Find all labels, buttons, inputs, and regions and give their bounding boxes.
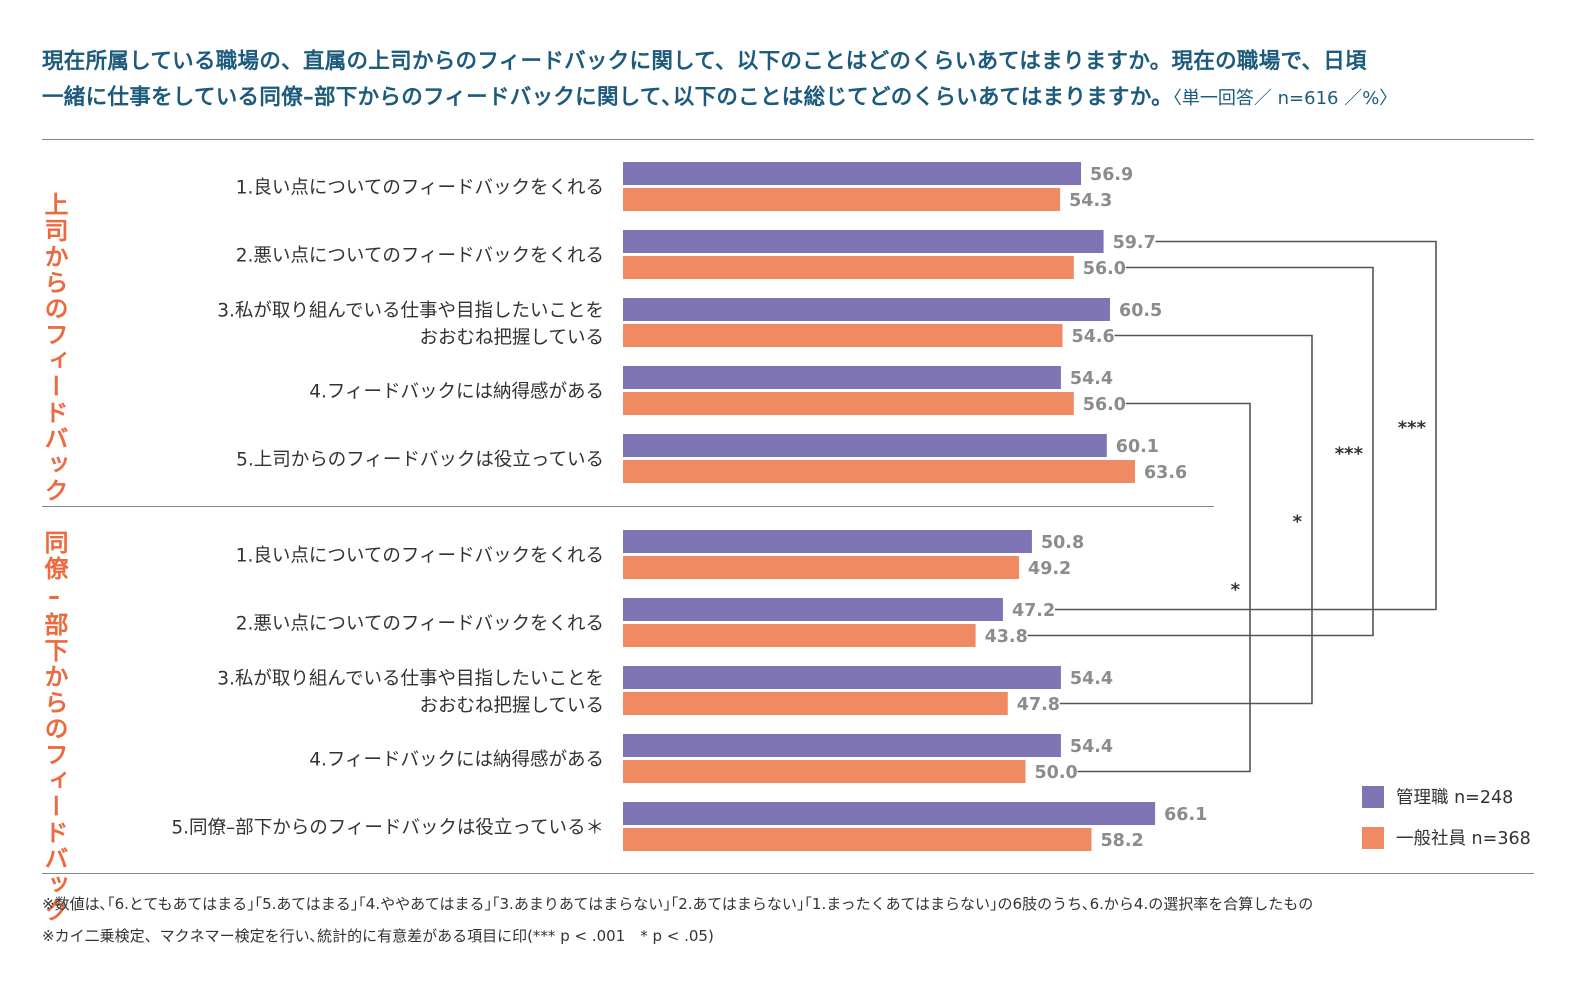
value-label-manager-g2-item3: 54.4 xyxy=(1070,669,1113,689)
value-label-employee-g2-item4: 50.0 xyxy=(1035,763,1078,783)
bar-manager-g1-item4 xyxy=(623,366,1061,389)
value-label-employee-g1-item3: 54.6 xyxy=(1072,327,1115,347)
title-line-2: 一緒に仕事をしている同僚–部下からのフィードバックに関して､以下のことは総じてど… xyxy=(42,80,1542,117)
bar-employee-g1-item2 xyxy=(623,256,1074,279)
group-divider xyxy=(42,506,1214,507)
title-meta: 〈単一回答／ n=616 ／%〉 xyxy=(1172,88,1398,109)
value-label-manager-g2-item1: 50.8 xyxy=(1041,533,1084,553)
bar-employee-g1-item1 xyxy=(623,188,1061,211)
legend-label-employee: 一般社員 n=368 xyxy=(1396,829,1531,849)
legend-employee: 一般社員 n=368 xyxy=(1362,825,1531,850)
category-label-g1-item1: 1.良い点についてのフィードバックをくれる xyxy=(236,178,604,199)
chart-title: 現在所属している職場の、直属の上司からのフィードバックに関して、以下のことはどの… xyxy=(42,44,1542,117)
title-line-1: 現在所属している職場の、直属の上司からのフィードバックに関して、以下のことはどの… xyxy=(42,49,1367,74)
bar-employee-g2-item3 xyxy=(623,692,1008,715)
top-divider xyxy=(42,139,1534,140)
significance-mark-4: * xyxy=(1231,580,1241,601)
value-label-employee-g2-item1: 49.2 xyxy=(1028,559,1071,579)
value-label-manager-g1-item1: 56.9 xyxy=(1090,165,1133,185)
bar-manager-g1-item1 xyxy=(623,162,1082,185)
significance-bracket-4 xyxy=(1077,402,1251,773)
significance-bracket-2 xyxy=(1027,266,1374,637)
bottom-divider xyxy=(42,873,1534,874)
bar-manager-g1-item2 xyxy=(623,230,1104,253)
significance-mark-1: *** xyxy=(1398,418,1427,439)
title-line-2-text: 一緒に仕事をしている同僚–部下からのフィードバックに関して､以下のことは総じてど… xyxy=(42,85,1173,110)
group-label-boss: 上司からのフィードバック xyxy=(40,192,68,504)
bar-employee-g2-item5 xyxy=(623,828,1092,851)
category-label-g1-item3-line2: おおむね把握している xyxy=(420,328,604,349)
bar-employee-g1-item4 xyxy=(623,392,1074,415)
category-label-g2-item5: 5.同僚–部下からのフィードバックは役立っている＊ xyxy=(171,818,604,839)
value-label-manager-g1-item5: 60.1 xyxy=(1116,437,1159,457)
bar-employee-g2-item4 xyxy=(623,760,1026,783)
category-label-g2-item4: 4.フィードバックには納得感がある xyxy=(309,750,604,771)
bar-manager-g1-item5 xyxy=(623,434,1107,457)
bar-employee-g2-item1 xyxy=(623,556,1020,579)
value-label-employee-g1-item2: 56.0 xyxy=(1083,259,1126,279)
category-label-g1-item5: 5.上司からのフィードバックは役立っている xyxy=(236,450,604,471)
category-label-g2-item3-line1: 3.私が取り組んでいる仕事や目指したいことを xyxy=(217,669,604,690)
value-label-manager-g2-item4: 54.4 xyxy=(1070,737,1113,757)
category-label-g1-item3-line1: 3.私が取り組んでいる仕事や目指したいことを xyxy=(217,301,604,322)
value-label-employee-g1-item4: 56.0 xyxy=(1083,395,1126,415)
category-label-g1-item4: 4.フィードバックには納得感がある xyxy=(309,382,604,403)
value-label-employee-g2-item2: 43.8 xyxy=(985,627,1028,647)
significance-bracket-3 xyxy=(1059,334,1313,705)
category-label-g2-item3-line2: おおむね把握している xyxy=(420,696,604,717)
bar-manager-g2-item2 xyxy=(623,598,1003,621)
value-label-manager-g2-item5: 66.1 xyxy=(1164,805,1207,825)
significance-mark-2: *** xyxy=(1335,444,1364,465)
bar-employee-g1-item3 xyxy=(623,324,1063,347)
significance-bracket-1 xyxy=(1054,240,1437,611)
category-label-g1-item2: 2.悪い点についてのフィードバックをくれる xyxy=(236,246,604,267)
bar-manager-g2-item1 xyxy=(623,530,1032,553)
value-label-employee-g2-item3: 47.8 xyxy=(1017,695,1060,715)
value-label-employee-g2-item5: 58.2 xyxy=(1101,831,1144,851)
category-label-g2-item2: 2.悪い点についてのフィードバックをくれる xyxy=(236,614,604,635)
legend-swatch-manager xyxy=(1362,785,1384,808)
value-label-employee-g1-item5: 63.6 xyxy=(1144,463,1187,483)
bar-manager-g2-item4 xyxy=(623,734,1061,757)
footnote-1: ※数値は､｢6.とてもあてはまる｣｢5.あてはまる｣｢4.ややあてはまる｣｢3.… xyxy=(42,895,1314,913)
legend-manager: 管理職 n=248 xyxy=(1362,784,1513,809)
legend-swatch-employee xyxy=(1362,826,1384,849)
bar-employee-g2-item2 xyxy=(623,624,976,647)
legend-label-manager: 管理職 n=248 xyxy=(1396,788,1514,808)
group-label-peer: 同僚–部下からのフィードバック xyxy=(40,530,68,924)
bar-employee-g1-item5 xyxy=(623,460,1135,483)
category-label-g2-item1: 1.良い点についてのフィードバックをくれる xyxy=(236,546,604,567)
footnote-2: ※カイ二乗検定、マクネマー検定を行い､統計的に有意差がある項目に印(*** p … xyxy=(42,927,714,945)
footnotes: ※数値は､｢6.とてもあてはまる｣｢5.あてはまる｣｢4.ややあてはまる｣｢3.… xyxy=(42,888,1552,952)
value-label-manager-g1-item4: 54.4 xyxy=(1070,369,1113,389)
significance-mark-3: * xyxy=(1293,512,1303,533)
bar-manager-g1-item3 xyxy=(623,298,1111,321)
bar-manager-g2-item3 xyxy=(623,666,1061,689)
value-label-manager-g1-item3: 60.5 xyxy=(1119,301,1162,321)
value-label-employee-g1-item1: 54.3 xyxy=(1069,191,1112,211)
value-label-manager-g2-item2: 47.2 xyxy=(1012,601,1055,621)
bar-manager-g2-item5 xyxy=(623,802,1156,825)
value-label-manager-g1-item2: 59.7 xyxy=(1113,233,1156,253)
